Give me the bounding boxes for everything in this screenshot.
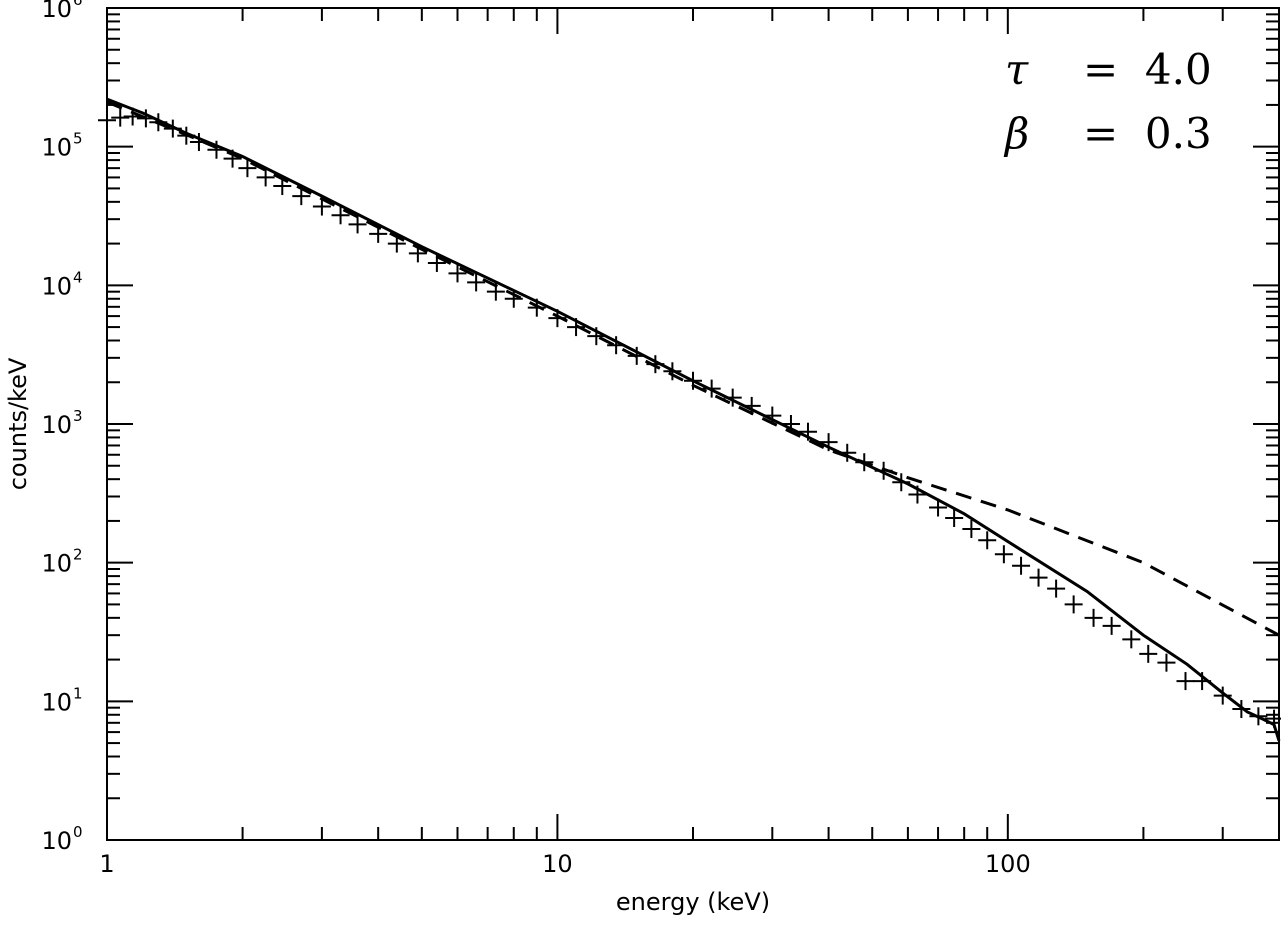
data-point [1084, 608, 1103, 627]
x-tick-label: 1 [99, 850, 114, 878]
y-tick-label: 10 2 [41, 546, 82, 578]
y-tick-label-base: 10 [41, 827, 72, 855]
y-tick-label: 10 6 [41, 0, 82, 23]
series-dashed-model [106, 100, 1280, 637]
data-point [962, 519, 981, 538]
y-tick-label-base: 10 [41, 0, 72, 23]
data-point [331, 206, 350, 225]
data-point [1122, 630, 1141, 649]
y-tick-label-exponent: 1 [73, 684, 83, 702]
data-point [111, 108, 130, 127]
annotation-beta-value: = 0.3 [1083, 109, 1212, 158]
y-tick-label-base: 10 [41, 411, 72, 439]
data-point [1139, 644, 1158, 663]
data-point [256, 168, 275, 187]
data-point [448, 264, 467, 283]
y-tick-label: 10 5 [41, 130, 82, 162]
x-tick-label: 100 [985, 850, 1031, 878]
data-point [1064, 595, 1083, 614]
y-tick-label: 10 4 [41, 268, 82, 300]
series-solid-model [106, 97, 1281, 742]
y-tick-label: 10 3 [41, 407, 82, 439]
data-point [98, 111, 116, 130]
annotation-beta: β = 0.3 [1003, 109, 1212, 158]
data-point [978, 531, 997, 550]
data-point [945, 508, 964, 527]
y-tick-label-base: 10 [41, 134, 72, 162]
annotation-tau: τ = 4.0 [1005, 45, 1212, 94]
annotation-tau-value: = 4.0 [1083, 45, 1212, 94]
data-point [1012, 556, 1031, 575]
data-point [994, 545, 1013, 564]
y-tick-label-exponent: 6 [73, 0, 83, 9]
data-point [238, 159, 257, 178]
data-point [1157, 653, 1176, 672]
y-axis-title: counts/keV [4, 357, 32, 490]
y-tick-label-exponent: 0 [73, 823, 83, 841]
data-point [348, 215, 367, 234]
y-tick-label-base: 10 [41, 688, 72, 716]
series-data-points [98, 107, 1281, 728]
annotation-beta-symbol: β [1003, 109, 1029, 158]
data-point [1213, 686, 1232, 705]
x-tick-label: 10 [542, 850, 573, 878]
y-tick-label-exponent: 2 [73, 546, 83, 564]
data-point [1029, 568, 1048, 587]
y-tick-label-exponent: 5 [73, 130, 83, 148]
data-point [1176, 672, 1195, 691]
y-tick-label-base: 10 [41, 550, 72, 578]
x-axis-title: energy (keV) [616, 888, 770, 916]
y-tick-label: 10 0 [41, 823, 82, 855]
series-layer [98, 97, 1281, 742]
y-tick-label-base: 10 [41, 272, 72, 300]
y-tick-label: 10 1 [41, 684, 82, 716]
annotation-tau-symbol: τ [1005, 45, 1029, 94]
data-point [467, 273, 486, 292]
data-point [1047, 579, 1066, 598]
y-tick-label-exponent: 4 [73, 268, 83, 286]
data-point [1102, 616, 1121, 635]
y-tick-label-exponent: 3 [73, 407, 83, 425]
